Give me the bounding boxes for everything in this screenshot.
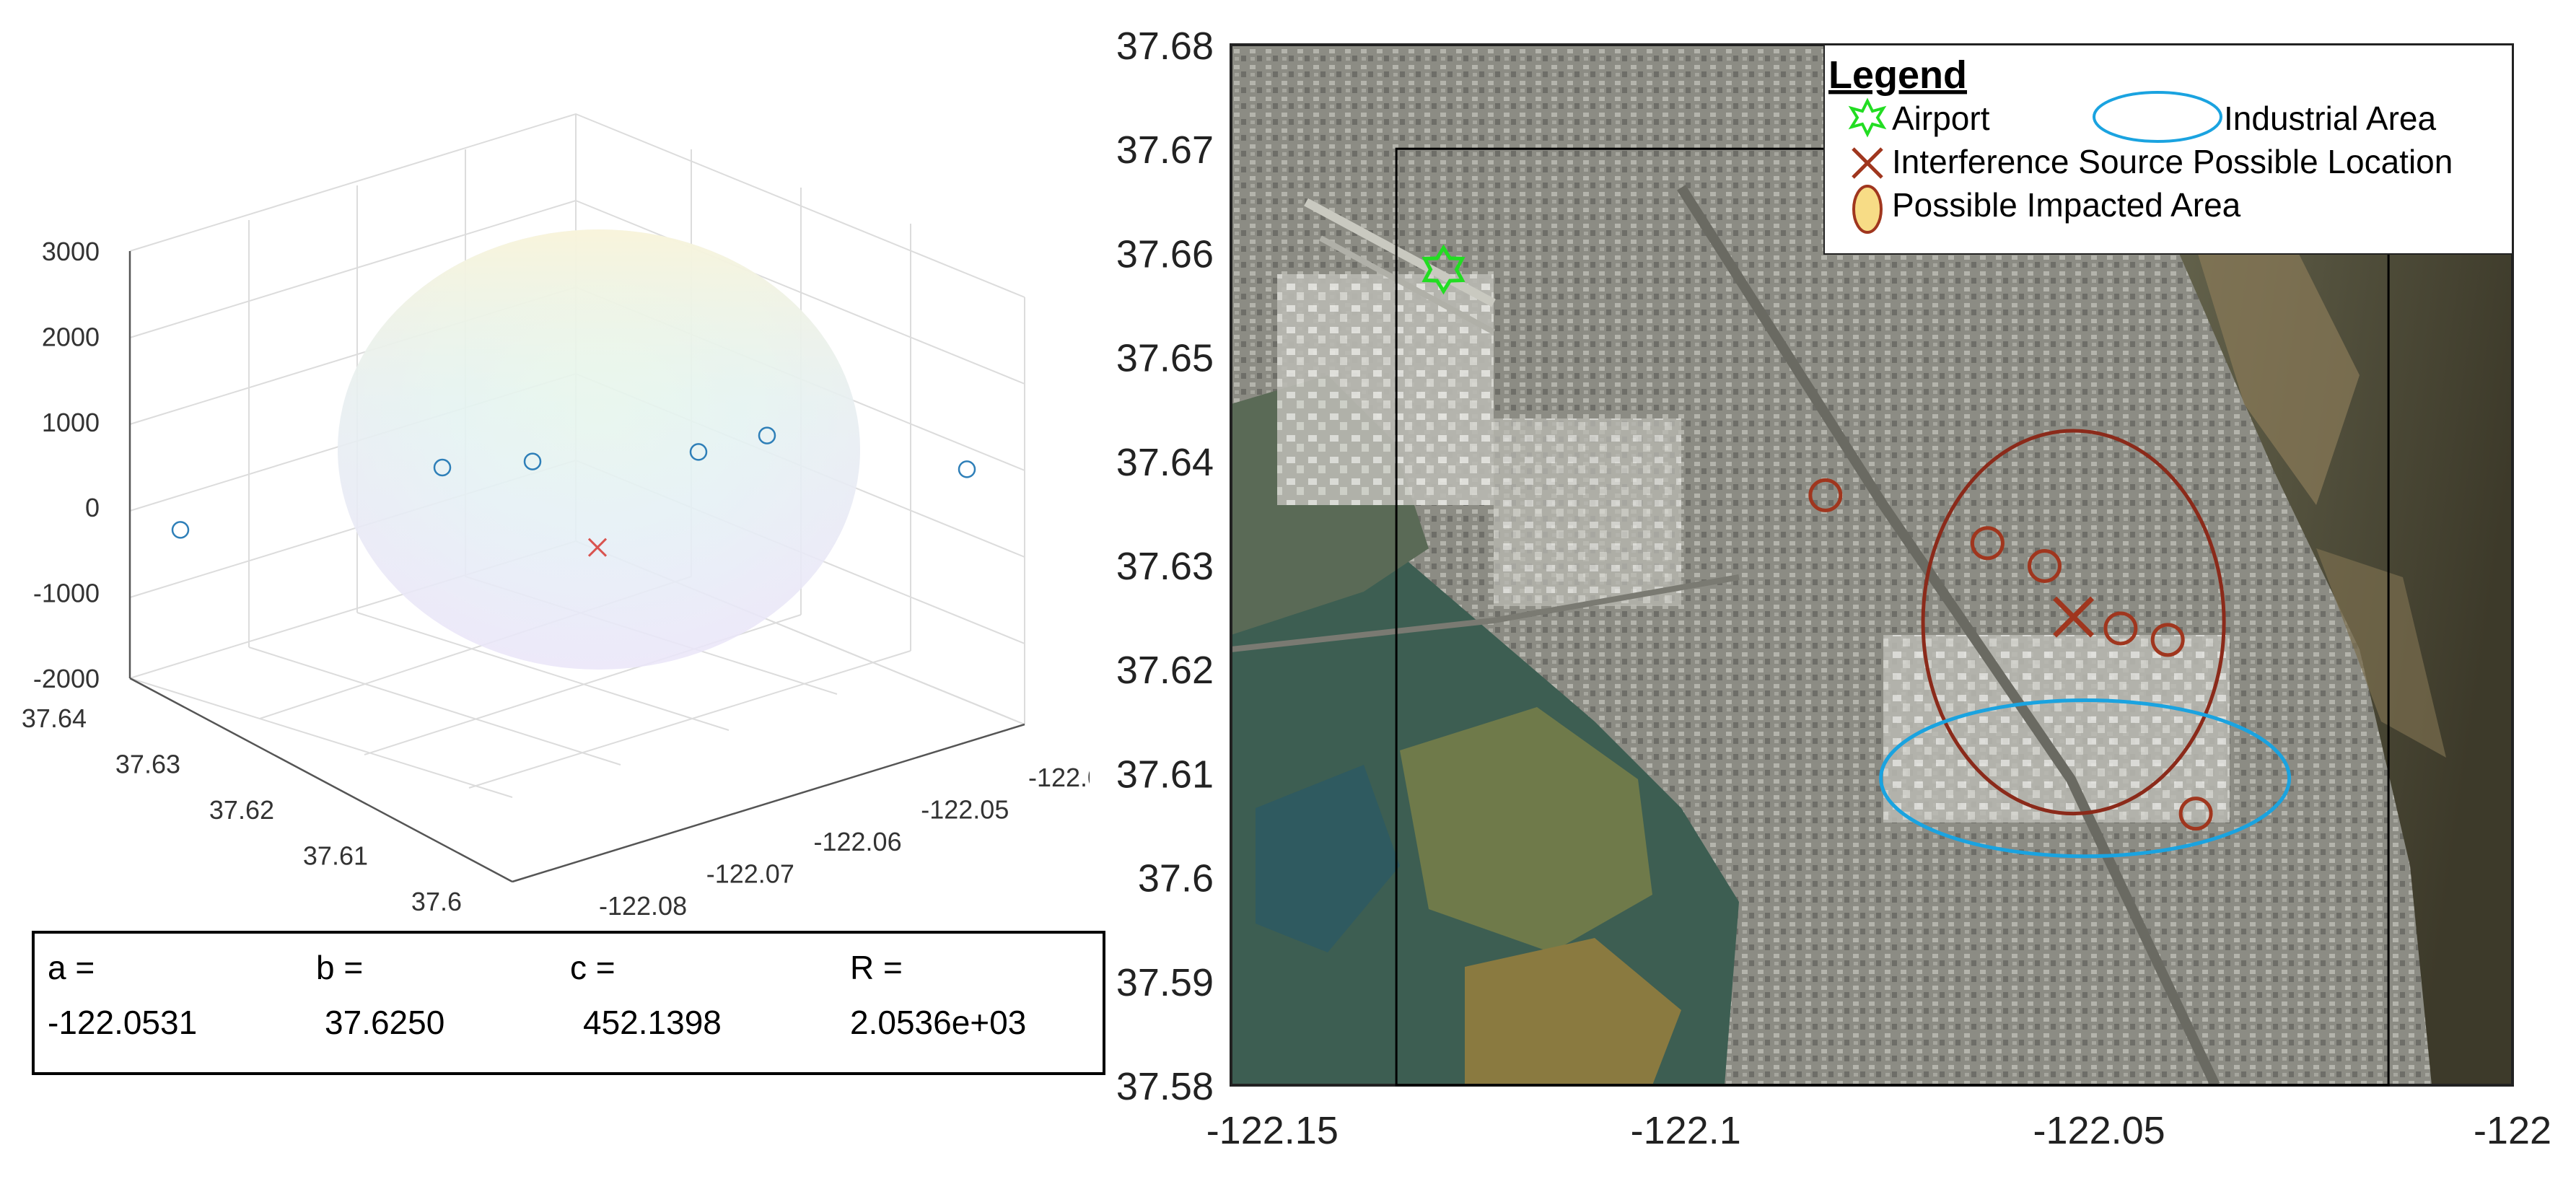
y-tick-label: 37.6 bbox=[411, 887, 462, 916]
param-c-label: c = bbox=[570, 949, 615, 986]
impacted-area-marker bbox=[1970, 526, 2005, 561]
data-point-circle bbox=[523, 452, 542, 470]
airport-marker bbox=[1421, 244, 1466, 295]
z-tick-label: 1000 bbox=[42, 408, 100, 437]
map-y-tick-label: 37.63 bbox=[1116, 545, 1214, 588]
param-r-value: 2.0536e+03 bbox=[850, 1004, 1027, 1041]
map-y-tick-label: 37.58 bbox=[1116, 1065, 1214, 1108]
legend-airport-label: Airport bbox=[1892, 100, 1990, 137]
param-b-label: b = bbox=[316, 949, 364, 986]
map-y-tick-label: 37.68 bbox=[1116, 25, 1214, 68]
legend-industrial-label: Industrial Area bbox=[2224, 100, 2436, 137]
star-icon bbox=[1848, 97, 1887, 138]
map-y-axis-ticks: 37.58 37.59 37.6 37.61 37.62 37.63 37.64 37.65 3… bbox=[1116, 25, 1214, 1108]
impacted-area-marker bbox=[2150, 623, 2185, 657]
x-tick-label: -122.08 bbox=[599, 891, 687, 921]
param-a-value: -122.0531 bbox=[48, 1004, 198, 1041]
x-axis-ticks: -122.08 -122.07 -122.06 -122.05 -122.04 bbox=[599, 763, 1090, 921]
map-y-tick-label: 37.6 bbox=[1138, 857, 1214, 900]
impacted-area-marker bbox=[2178, 797, 2213, 831]
y-axis-ticks: 37.64 37.63 37.62 37.61 37.6 bbox=[22, 703, 462, 916]
industrial-area-ellipse bbox=[1879, 698, 2292, 859]
x-tick-label: -122.06 bbox=[814, 827, 902, 856]
x-marker-icon bbox=[1852, 147, 1883, 179]
y-tick-label: 37.63 bbox=[115, 750, 180, 779]
ellipse-fill-icon bbox=[1852, 185, 1883, 234]
map-y-tick-label: 37.66 bbox=[1116, 232, 1214, 276]
map-x-tick-label: -122 bbox=[2474, 1109, 2551, 1152]
legend-title: Legend bbox=[1828, 53, 1967, 97]
data-point-circle bbox=[171, 521, 190, 539]
param-a-label: a = bbox=[48, 949, 95, 986]
map-plot: 37.58 37.59 37.6 37.61 37.62 37.63 37.64 37.65 3… bbox=[1116, 25, 2551, 1152]
x-tick-label: -122.05 bbox=[921, 795, 1009, 825]
interference-source-marker bbox=[2053, 596, 2095, 638]
ellipse-icon bbox=[2093, 91, 2222, 143]
map-x-tick-label: -122.15 bbox=[1206, 1109, 1339, 1152]
y-tick-label: 37.62 bbox=[209, 795, 274, 825]
legend-impacted-label: Possible Impacted Area bbox=[1892, 186, 2241, 224]
param-c-value: 452.1398 bbox=[583, 1004, 722, 1041]
map-y-tick-label: 37.64 bbox=[1116, 441, 1214, 484]
data-point-circle bbox=[758, 426, 776, 444]
map-y-tick-label: 37.61 bbox=[1116, 753, 1214, 796]
map-y-tick-label: 37.59 bbox=[1116, 961, 1214, 1004]
map-markers bbox=[1421, 244, 2292, 859]
impacted-area-marker bbox=[2027, 548, 2062, 583]
map-legend: Legend Airport Industrial Area Interfere… bbox=[1823, 44, 2513, 255]
impacted-area-marker bbox=[2103, 611, 2138, 646]
z-axis-ticks: 3000 2000 1000 0 -1000 -2000 bbox=[33, 237, 100, 693]
x-tick-label: -122.07 bbox=[706, 859, 794, 889]
axes-box bbox=[128, 251, 1025, 883]
sphere-parameters-box: a = -122.0531 b = 37.6250 c = 452.1398 R… bbox=[32, 931, 1105, 1075]
impacted-area-marker bbox=[1808, 478, 1843, 512]
fitted-sphere bbox=[338, 229, 860, 670]
data-point-circle bbox=[689, 443, 708, 461]
z-tick-label: 3000 bbox=[42, 237, 100, 266]
z-tick-label: -1000 bbox=[33, 579, 100, 608]
param-b-value: 37.6250 bbox=[325, 1004, 445, 1041]
z-tick-label: 2000 bbox=[42, 322, 100, 351]
map-y-tick-label: 37.62 bbox=[1116, 649, 1214, 692]
interference-area-ellipse bbox=[1921, 429, 2226, 816]
y-tick-label: 37.64 bbox=[22, 703, 87, 733]
x-tick-label: -122.04 bbox=[1028, 763, 1090, 792]
map-y-tick-label: 37.67 bbox=[1116, 128, 1214, 172]
legend-interference-label: Interference Source Possible Location bbox=[1892, 143, 2453, 180]
map-y-tick-label: 37.65 bbox=[1116, 337, 1214, 380]
map-x-tick-label: -122.05 bbox=[2033, 1109, 2165, 1152]
map-x-tick-label: -122.1 bbox=[1631, 1109, 1741, 1152]
data-point-circle bbox=[433, 458, 452, 477]
x-marker-stroke bbox=[587, 538, 608, 557]
param-r-label: R = bbox=[850, 949, 903, 986]
x-marker-stroke bbox=[2053, 596, 2095, 638]
data-point-x bbox=[587, 538, 608, 557]
data-point-circle bbox=[958, 460, 976, 478]
data-points-3d bbox=[171, 426, 976, 557]
z-tick-label: 0 bbox=[85, 493, 100, 522]
z-tick-label: -2000 bbox=[33, 664, 100, 693]
y-tick-label: 37.61 bbox=[303, 841, 368, 871]
map-x-axis-ticks: -122.15 -122.1 -122.05 -122 bbox=[1206, 1109, 2551, 1152]
